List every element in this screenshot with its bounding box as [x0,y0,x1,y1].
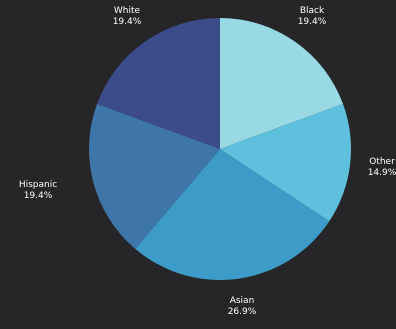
slice-label-black: Black [300,6,325,16]
slice-label-other: Other [369,157,395,167]
slice-percent-black: 19.4% [298,17,327,27]
slice-percent-other: 14.9% [368,168,396,178]
pie-slices [89,18,351,280]
slice-percent-asian: 26.9% [228,307,257,317]
slice-percent-hispanic: 19.4% [24,191,53,201]
slice-label-white: White [114,6,141,16]
pie-slice-other [220,103,351,222]
slice-percent-white: 19.4% [113,17,142,27]
slice-label-asian: Asian [230,296,255,306]
pie-labels: Black19.4%Other14.9%Asian26.9%Hispanic19… [19,6,396,317]
pie-slice-asian [135,149,330,280]
pie-slice-white [97,18,220,149]
slice-label-hispanic: Hispanic [19,180,57,190]
pie-slice-black [220,18,343,149]
pie-slice-hispanic [89,103,220,249]
